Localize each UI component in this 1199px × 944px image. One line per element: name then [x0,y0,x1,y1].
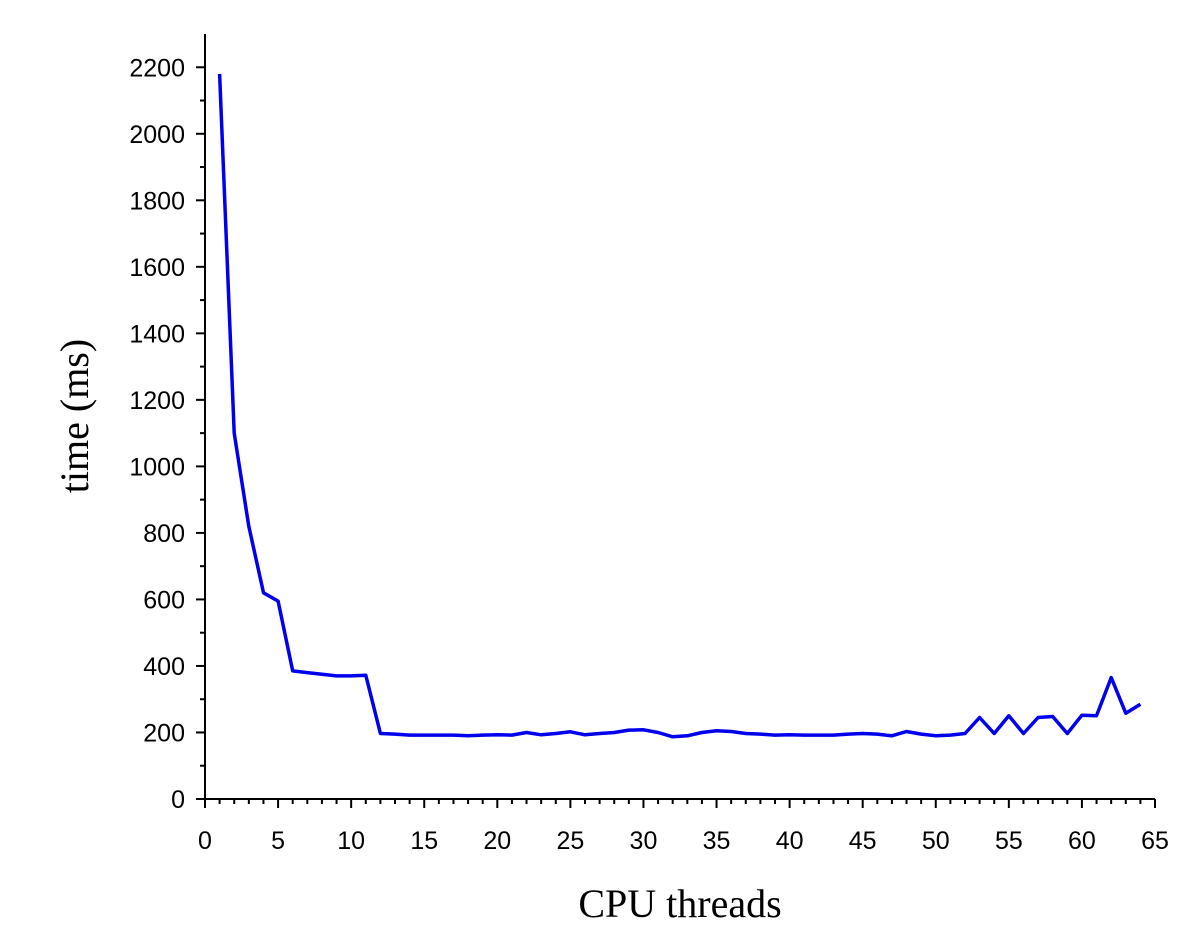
x-tick-label: 40 [776,827,804,855]
series-line [217,73,1142,739]
y-tick-label: 1200 [129,387,185,415]
y-tick-label: 2200 [129,54,185,82]
y-tick-label: 1400 [129,320,185,348]
x-tick-label: 55 [995,827,1023,855]
y-tick-label: 1000 [129,453,185,481]
y-tick-label: 0 [171,786,185,814]
x-tick-label: 10 [337,827,365,855]
series-layer [217,73,1142,739]
x-axis-ticks: 0 5 10 15 20 25 30 35 40 45 50 55 60 65 [198,799,1169,855]
y-tick-label: 400 [143,653,185,681]
y-tick-label: 800 [143,520,185,548]
x-tick-label: 50 [922,827,950,855]
y-tick-label: 600 [143,586,185,614]
y-tick-label: 2000 [129,121,185,149]
x-tick-label: 65 [1141,827,1169,855]
x-tick-label: 35 [703,827,731,855]
x-tick-label: 45 [849,827,877,855]
x-tick-label: 5 [271,827,285,855]
x-tick-label: 20 [483,827,511,855]
x-tick-label: 60 [1068,827,1096,855]
y-tick-label: 200 [143,719,185,747]
y-tick-label: 1600 [129,254,185,282]
x-tick-label: 15 [410,827,438,855]
y-axis-title: time (ms) [52,339,97,493]
x-axis-title: CPU threads [578,881,781,926]
y-tick-label: 1800 [129,187,185,215]
x-tick-label: 0 [198,827,212,855]
x-tick-label: 25 [556,827,584,855]
x-tick-label: 30 [630,827,658,855]
y-axis-ticks: 0 200 400 600 800 1000 1200 1400 1600 1800 2000 220… [129,54,205,814]
